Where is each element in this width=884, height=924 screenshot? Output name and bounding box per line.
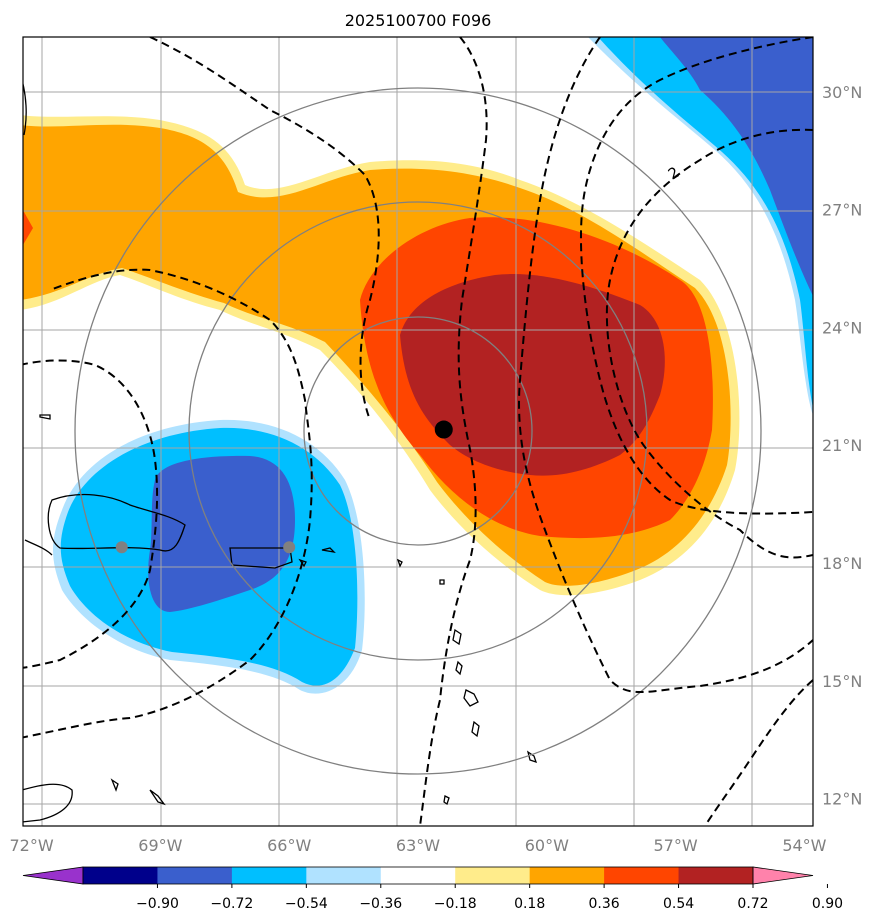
field-0.72-west-edge	[23, 210, 33, 245]
latitude-tick-labels: 12°N 15°N 18°N 21°N 24°N 27°N 30°N	[822, 83, 862, 809]
colorbar-extend-high	[752, 866, 814, 885]
gray-marker	[115, 541, 128, 554]
colorbar-frame	[82, 866, 754, 885]
lon-tick-label: 57°W	[654, 836, 698, 855]
lon-tick-label: 63°W	[396, 836, 440, 855]
dashed-contours	[23, 37, 813, 826]
range-ring-outer	[74, 87, 762, 775]
storm-center-marker	[434, 420, 453, 439]
colorbar-segment	[231, 867, 307, 884]
colorbar-label: −0.72	[210, 896, 253, 912]
colorbar-label: 0.72	[737, 896, 768, 912]
colorbar-label: 0.90	[812, 896, 843, 912]
map-frame	[22, 36, 814, 827]
field-neg0.54-ne	[660, 37, 813, 296]
lat-tick-label: 27°N	[822, 201, 862, 220]
colorbar-extend-low	[22, 866, 84, 885]
shaded-fields	[23, 37, 813, 694]
colorbar-label: 0.36	[589, 896, 620, 912]
lat-tick-label: 24°N	[822, 318, 862, 337]
colorbar-segment	[306, 867, 382, 884]
colorbar-label: −0.36	[359, 896, 402, 912]
lat-tick-label: 18°N	[822, 554, 862, 573]
gray-marker	[283, 541, 296, 554]
colorbar-label: 0.18	[514, 896, 545, 912]
lon-tick-label: 54°W	[782, 836, 826, 855]
colorbar-label: −0.18	[434, 896, 477, 912]
colorbar-segment	[529, 867, 605, 884]
markers	[115, 420, 453, 554]
lat-tick-label: 12°N	[822, 790, 862, 809]
lon-tick-label: 60°W	[525, 836, 569, 855]
coastlines	[23, 81, 538, 823]
lon-tick-label: 72°W	[9, 836, 53, 855]
colorbar-segment	[83, 867, 158, 884]
field-neg0.54-sw	[148, 455, 295, 612]
colorbar-segment	[157, 867, 233, 884]
colorbar-label: −0.90	[136, 896, 179, 912]
lat-tick-label: 15°N	[822, 672, 862, 691]
colorbar-segment	[455, 867, 531, 884]
colorbar-label: −0.54	[285, 896, 328, 912]
longitude-tick-labels: 72°W 69°W 66°W 63°W 60°W 57°W 54°W	[9, 836, 826, 855]
colorbar-segment	[604, 867, 680, 884]
lon-tick-label: 69°W	[138, 836, 182, 855]
colorbar: −0.90 −0.72 −0.54 −0.36 −0.18 0.18 0.36 0.54 0.7…	[22, 866, 843, 912]
chart-title: 2025100700 F096	[345, 11, 492, 30]
colorbar-label: 0.54	[663, 896, 694, 912]
colorbar-segment	[678, 867, 754, 884]
range-rings	[74, 87, 762, 775]
lat-tick-label: 30°N	[822, 83, 862, 102]
gridlines	[23, 37, 813, 826]
map-panel: 2	[22, 36, 814, 827]
lon-tick-label: 66°W	[267, 836, 311, 855]
range-ring-middle	[188, 201, 648, 661]
range-ring-inner	[303, 316, 533, 546]
colorbar-segment	[380, 867, 456, 884]
lat-tick-label: 21°N	[822, 436, 862, 455]
